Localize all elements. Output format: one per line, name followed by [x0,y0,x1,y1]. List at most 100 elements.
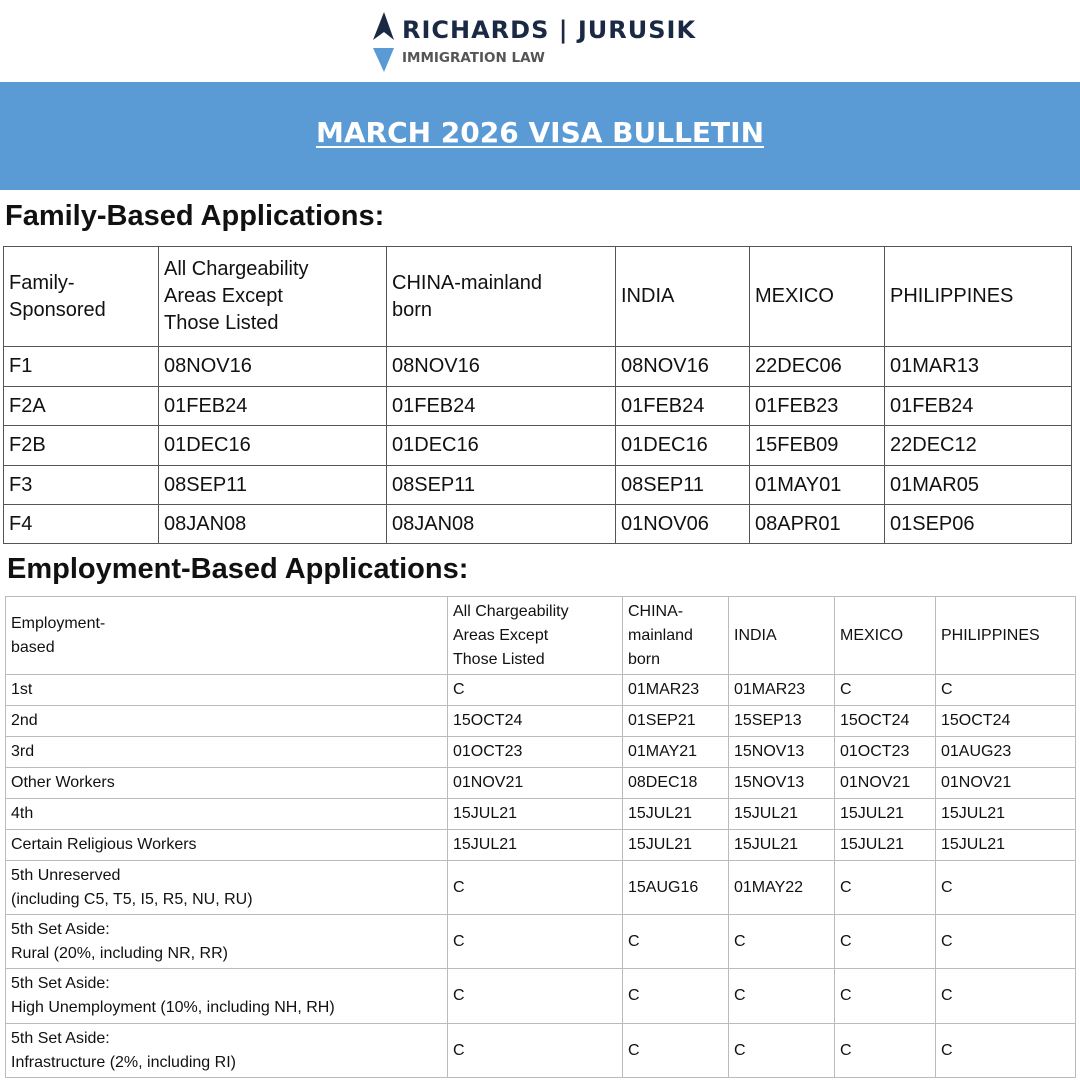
cell: 01DEC16 [158,425,387,466]
cell: 15OCT24 [447,705,623,737]
cell: C [728,914,835,969]
section-heading: Employment-Based Applications: [7,553,469,585]
cell: 01MAR23 [728,674,835,706]
cell: 15FEB09 [749,425,885,466]
table-row: 5th Unreserved (including C5, T5, I5, R5… [5,860,1076,915]
employment-table: Employment- based All Chargeability Areas… [5,596,1076,1078]
table-row: 5th Set Aside: High Unemployment (10%, i… [5,968,1076,1024]
cell: 15JUL21 [447,798,623,830]
cell: C [447,968,623,1024]
cell: C [447,914,623,969]
table-row: F1 08NOV16 08NOV16 08NOV16 22DEC06 01MAR13 [3,346,1072,387]
cell: 01DEC16 [386,425,616,466]
cell: 15SEP13 [728,705,835,737]
cell: 01MAR13 [884,346,1072,387]
cell: 08SEP11 [386,465,616,505]
cell: 01NOV06 [615,504,750,544]
cell: 01NOV21 [935,767,1076,799]
cell: 01SEP06 [884,504,1072,544]
cell: C [728,968,835,1024]
table-row: F3 08SEP11 08SEP11 08SEP11 01MAY01 01MAR05 [3,465,1072,505]
logo-subtitle: IMMIGRATION LAW [402,50,545,66]
table-row: Certain Religious Workers 15JUL21 15JUL21 1… [5,829,1076,861]
table-row: 3rd 01OCT23 01MAY21 15NOV13 01OCT23 01AUG23 [5,736,1076,768]
cell: 01NOV21 [447,767,623,799]
cell: F2B [3,425,159,466]
cell: 15JUL21 [728,798,835,830]
cell: 3rd [5,736,448,768]
bulletin-title: MARCH 2026 VISA BULLETIN [315,116,764,149]
cell: 01DEC16 [615,425,750,466]
cell: F3 [3,465,159,505]
cell: F4 [3,504,159,544]
cell: 15AUG16 [622,860,729,915]
cell: 22DEC06 [749,346,885,387]
cell: 15JUL21 [834,798,936,830]
cell: 15OCT24 [834,705,936,737]
cell: 4th [5,798,448,830]
cell: 01MAR05 [884,465,1072,505]
cell: 15JUL21 [622,798,729,830]
cell: 01FEB24 [158,386,387,426]
cell: 5th Unreserved (including C5, T5, I5, R5… [5,860,448,915]
cell: C [834,914,936,969]
cell: C [834,860,936,915]
header-cell: All Chargeability Areas Except Those Lis… [158,246,387,347]
table-row: F4 08JAN08 08JAN08 01NOV06 08APR01 01SEP06 [3,504,1072,544]
header-cell: PHILIPPINES [884,246,1072,347]
table-row: 5th Set Aside: Infrastructure (2%, inclu… [5,1023,1076,1078]
header-cell: CHINA- mainland born [622,596,729,675]
logo-name: RICHARDS | JURUSIK [402,16,696,44]
table-row: 1st C 01MAR23 01MAR23 C C [5,674,1076,706]
cell: 08NOV16 [158,346,387,387]
cell: 01MAY21 [622,736,729,768]
header-cell: PHILIPPINES [935,596,1076,675]
cell: 08SEP11 [615,465,750,505]
header-cell: MEXICO [749,246,885,347]
cell: C [935,1023,1076,1078]
logo: RICHARDS | JURUSIK IMMIGRATION LAW [373,12,696,72]
cell: 1st [5,674,448,706]
table-row: 5th Set Aside: Rural (20%, including NR,… [5,914,1076,969]
cell: C [447,1023,623,1078]
cell: 08NOV16 [386,346,616,387]
cell: 08NOV16 [615,346,750,387]
cell: 15JUL21 [728,829,835,861]
table-row: 4th 15JUL21 15JUL21 15JUL21 15JUL21 15JUL21 [5,798,1076,830]
cell: C [935,674,1076,706]
logo-mark-bottom [373,48,394,72]
cell: 15JUL21 [622,829,729,861]
table-row: Other Workers 01NOV21 08DEC18 15NOV13 01NOV2… [5,767,1076,799]
table-row: F2A 01FEB24 01FEB24 01FEB24 01FEB23 01FEB24 [3,386,1072,426]
cell: 15JUL21 [935,829,1076,861]
cell: 01FEB24 [386,386,616,426]
cell: C [834,968,936,1024]
cell: C [447,860,623,915]
header-cell: All Chargeability Areas Except Those Lis… [447,596,623,675]
cell: 22DEC12 [884,425,1072,466]
cell: 15NOV13 [728,767,835,799]
header-cell: Family- Sponsored [3,246,159,347]
cell: C [447,674,623,706]
cell: 15JUL21 [447,829,623,861]
cell: 08SEP11 [158,465,387,505]
cell: 01FEB24 [884,386,1072,426]
cell: 2nd [5,705,448,737]
cell: 08APR01 [749,504,885,544]
cell: 01FEB24 [615,386,750,426]
banner: MARCH 2026 VISA BULLETIN [0,82,1080,190]
cell: C [935,860,1076,915]
cell: 15NOV13 [728,736,835,768]
cell: C [728,1023,835,1078]
cell: C [622,914,729,969]
cell: 01MAY01 [749,465,885,505]
table-row: F2B 01DEC16 01DEC16 01DEC16 15FEB09 22DEC12 [3,425,1072,466]
table-row: 2nd 15OCT24 01SEP21 15SEP13 15OCT24 15OCT24 [5,705,1076,737]
cell: 15OCT24 [935,705,1076,737]
cell: 01MAR23 [622,674,729,706]
cell: C [834,1023,936,1078]
header-row: Employment- based All Chargeability Areas… [5,596,1076,675]
cell: 01AUG23 [935,736,1076,768]
cell: 01OCT23 [834,736,936,768]
